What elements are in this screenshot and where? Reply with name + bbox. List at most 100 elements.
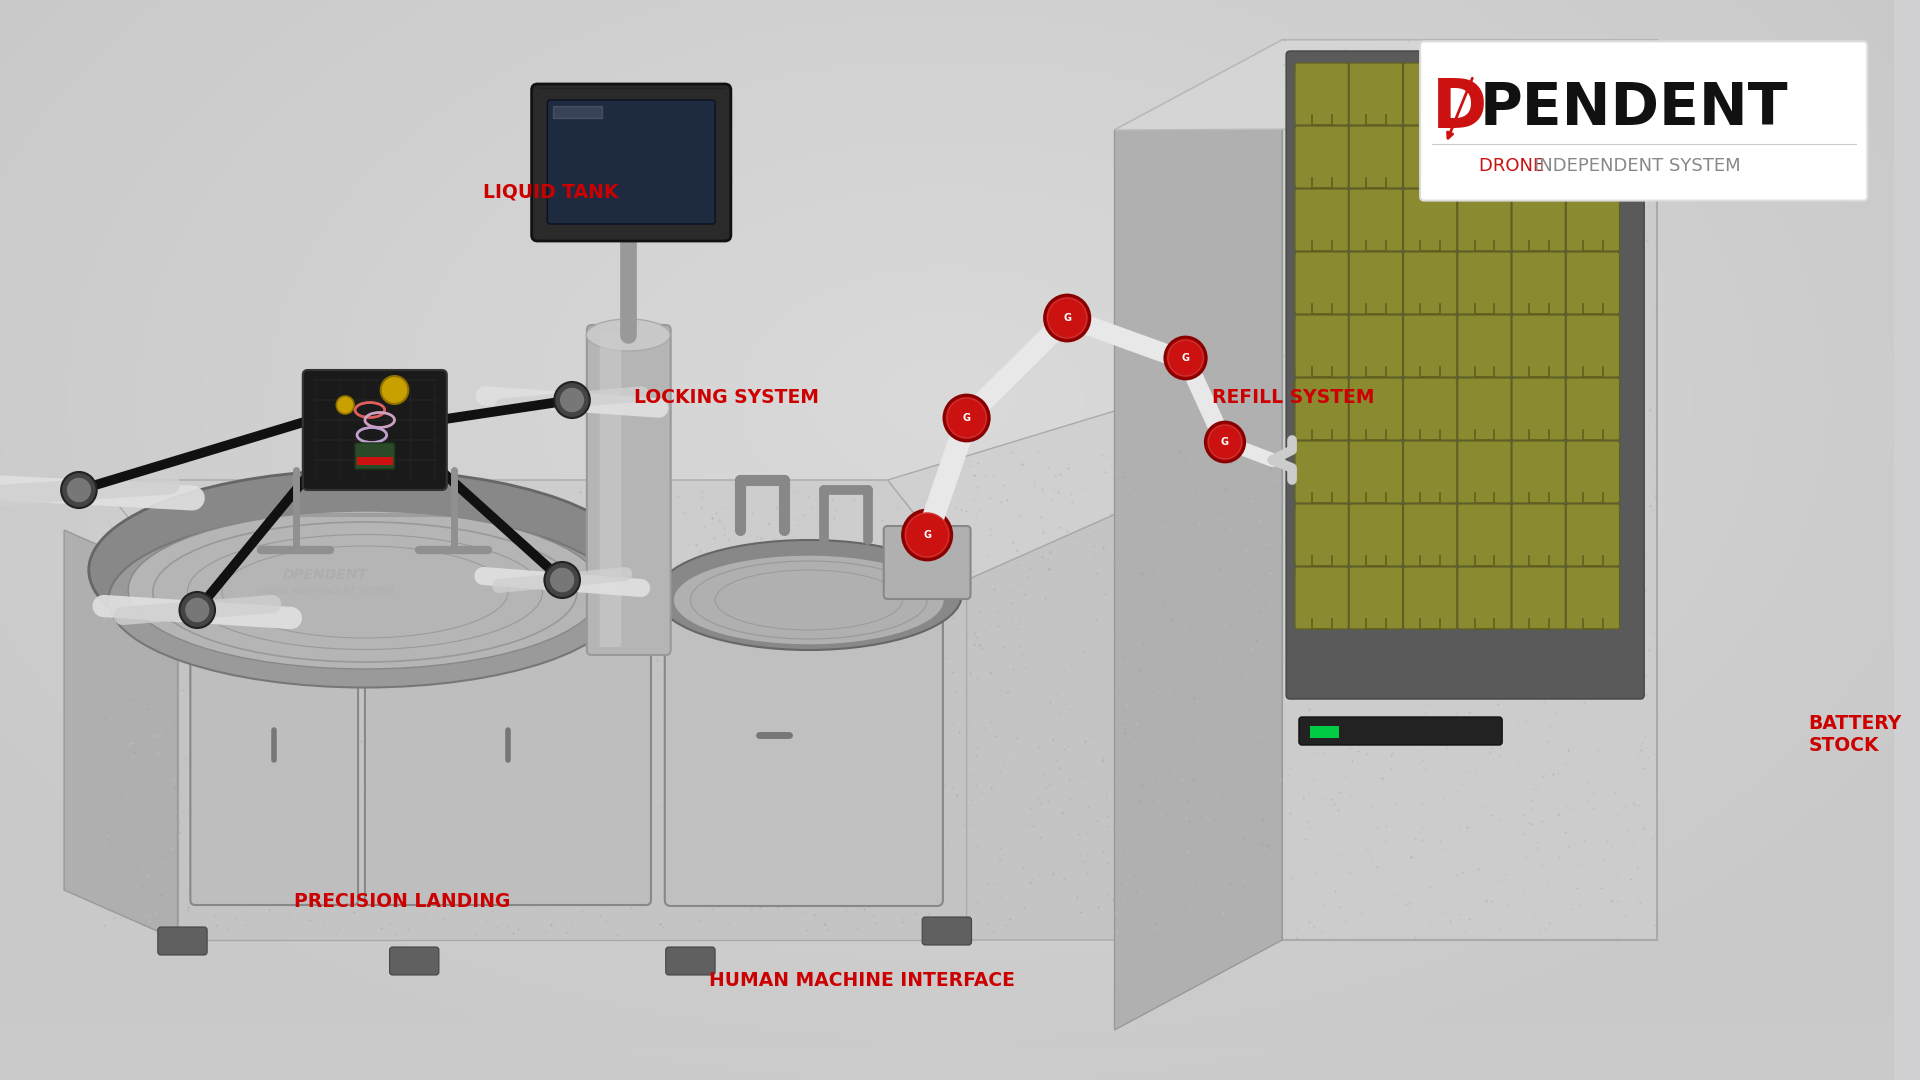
FancyBboxPatch shape <box>1567 378 1619 440</box>
FancyBboxPatch shape <box>1350 504 1402 566</box>
Polygon shape <box>63 530 177 940</box>
FancyBboxPatch shape <box>1294 189 1348 251</box>
Polygon shape <box>177 580 966 940</box>
FancyBboxPatch shape <box>666 947 714 975</box>
Circle shape <box>906 513 948 557</box>
FancyBboxPatch shape <box>190 605 357 905</box>
Circle shape <box>1206 422 1244 462</box>
Circle shape <box>947 399 987 438</box>
Circle shape <box>545 562 580 598</box>
FancyBboxPatch shape <box>1350 189 1402 251</box>
Circle shape <box>184 597 209 623</box>
FancyBboxPatch shape <box>599 333 622 647</box>
Text: REFILL SYSTEM: REFILL SYSTEM <box>1212 388 1375 407</box>
Ellipse shape <box>109 513 622 688</box>
Circle shape <box>380 376 409 404</box>
Circle shape <box>559 387 586 413</box>
Circle shape <box>65 477 92 503</box>
FancyBboxPatch shape <box>883 526 970 599</box>
Text: G: G <box>1181 353 1190 363</box>
Polygon shape <box>1283 40 1657 940</box>
Text: DRONE INDEPENDENT SYSTEM: DRONE INDEPENDENT SYSTEM <box>257 588 394 596</box>
Polygon shape <box>966 440 1283 940</box>
Circle shape <box>1165 337 1206 379</box>
FancyBboxPatch shape <box>1294 504 1348 566</box>
Text: G: G <box>1064 313 1071 323</box>
FancyBboxPatch shape <box>1350 441 1402 503</box>
FancyBboxPatch shape <box>1513 252 1565 314</box>
FancyBboxPatch shape <box>1294 378 1348 440</box>
Circle shape <box>945 395 989 441</box>
Polygon shape <box>1114 40 1657 130</box>
Ellipse shape <box>88 470 641 670</box>
FancyBboxPatch shape <box>1294 126 1348 188</box>
FancyBboxPatch shape <box>1294 567 1348 629</box>
FancyBboxPatch shape <box>1404 63 1457 125</box>
Text: G: G <box>962 413 972 423</box>
FancyBboxPatch shape <box>1404 378 1457 440</box>
Ellipse shape <box>586 319 670 351</box>
FancyBboxPatch shape <box>1457 441 1511 503</box>
FancyBboxPatch shape <box>1350 315 1402 377</box>
Bar <box>1309 726 1340 738</box>
FancyBboxPatch shape <box>1513 504 1565 566</box>
Polygon shape <box>98 480 966 580</box>
FancyBboxPatch shape <box>1513 567 1565 629</box>
FancyBboxPatch shape <box>1513 63 1565 125</box>
FancyBboxPatch shape <box>365 605 651 905</box>
Circle shape <box>549 567 574 593</box>
FancyBboxPatch shape <box>1286 51 1644 699</box>
FancyBboxPatch shape <box>1350 126 1402 188</box>
FancyBboxPatch shape <box>664 584 943 906</box>
FancyBboxPatch shape <box>1457 378 1511 440</box>
FancyBboxPatch shape <box>1294 63 1348 125</box>
FancyBboxPatch shape <box>390 947 440 975</box>
FancyBboxPatch shape <box>1404 189 1457 251</box>
Text: LIQUID TANK: LIQUID TANK <box>484 183 618 202</box>
Text: PRECISION LANDING: PRECISION LANDING <box>294 892 511 912</box>
FancyBboxPatch shape <box>1513 315 1565 377</box>
Text: LOCKING SYSTEM: LOCKING SYSTEM <box>634 388 820 407</box>
FancyBboxPatch shape <box>1457 189 1511 251</box>
Text: PENDENT: PENDENT <box>1478 80 1788 137</box>
FancyBboxPatch shape <box>1457 252 1511 314</box>
Text: DRONE: DRONE <box>1478 158 1549 175</box>
FancyBboxPatch shape <box>1457 567 1511 629</box>
FancyBboxPatch shape <box>157 927 207 955</box>
Polygon shape <box>887 360 1283 580</box>
FancyBboxPatch shape <box>1513 441 1565 503</box>
FancyBboxPatch shape <box>1421 41 1868 201</box>
Circle shape <box>902 510 952 561</box>
Circle shape <box>1167 340 1204 376</box>
FancyBboxPatch shape <box>1457 126 1511 188</box>
Bar <box>357 457 392 465</box>
Circle shape <box>61 472 96 508</box>
FancyBboxPatch shape <box>1404 441 1457 503</box>
FancyBboxPatch shape <box>1513 126 1565 188</box>
FancyBboxPatch shape <box>922 917 972 945</box>
Text: G: G <box>1221 437 1229 447</box>
FancyBboxPatch shape <box>1294 252 1348 314</box>
FancyBboxPatch shape <box>1404 252 1457 314</box>
Text: HUMAN MACHINE INTERFACE: HUMAN MACHINE INTERFACE <box>708 971 1014 990</box>
FancyBboxPatch shape <box>1567 189 1619 251</box>
FancyBboxPatch shape <box>1567 504 1619 566</box>
Ellipse shape <box>129 511 601 669</box>
FancyBboxPatch shape <box>1513 378 1565 440</box>
FancyBboxPatch shape <box>532 84 732 241</box>
Text: D: D <box>1432 76 1488 141</box>
FancyBboxPatch shape <box>1404 126 1457 188</box>
FancyBboxPatch shape <box>1567 315 1619 377</box>
FancyBboxPatch shape <box>588 325 670 654</box>
FancyBboxPatch shape <box>547 100 714 224</box>
FancyBboxPatch shape <box>1350 567 1402 629</box>
Circle shape <box>336 396 353 414</box>
FancyBboxPatch shape <box>1457 63 1511 125</box>
Text: DPENDENT: DPENDENT <box>282 568 369 582</box>
Circle shape <box>1044 295 1091 341</box>
FancyBboxPatch shape <box>1404 315 1457 377</box>
FancyBboxPatch shape <box>1350 378 1402 440</box>
FancyBboxPatch shape <box>1567 126 1619 188</box>
FancyBboxPatch shape <box>1404 504 1457 566</box>
FancyBboxPatch shape <box>1404 567 1457 629</box>
